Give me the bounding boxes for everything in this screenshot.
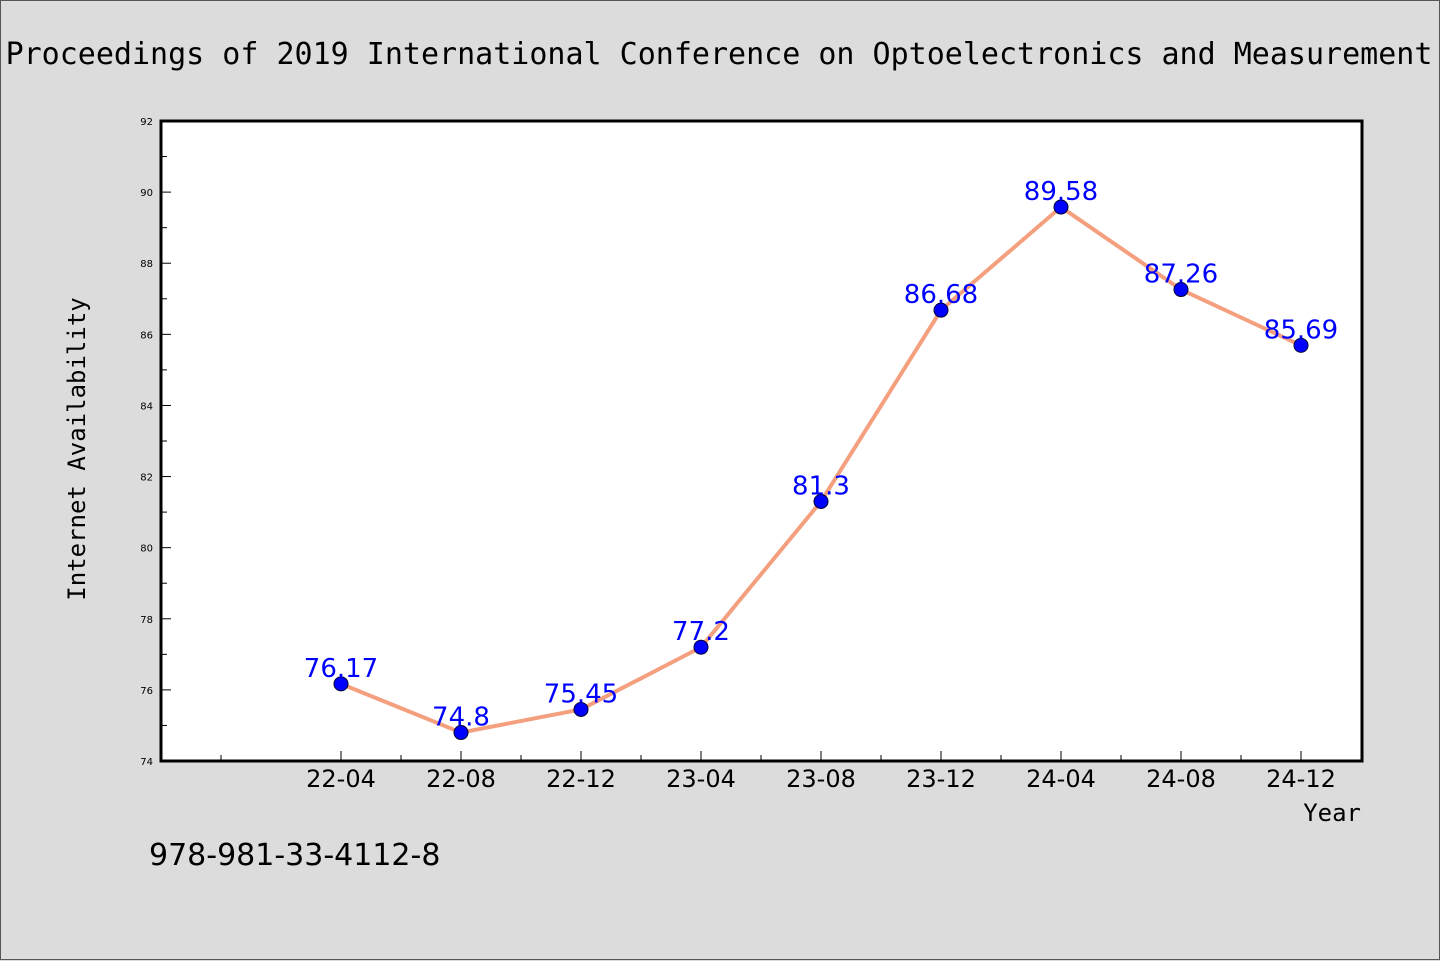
data-point-marker — [573, 701, 589, 717]
x-tick-label: 23-12 — [906, 765, 976, 793]
x-tick-label: 24-08 — [1146, 765, 1216, 793]
y-axis-ticks: 74 76 78 80 82 84 86 88 90 92 — [140, 117, 171, 768]
data-point-marker — [1053, 199, 1069, 215]
x-tick-label: 22-04 — [306, 765, 376, 793]
x-tick-label: 22-12 — [546, 765, 616, 793]
plot-frame — [159, 119, 1364, 763]
data-point-marker — [693, 639, 709, 655]
data-point-marker — [1293, 337, 1309, 353]
data-point-marker — [1173, 282, 1189, 298]
data-label: 77.2 — [672, 617, 730, 647]
y-tick-label: 84 — [140, 401, 153, 412]
data-labels: 76.17 74.8 75.45 77.2 81.3 86.68 89.58 87.26 85.… — [304, 177, 1338, 733]
data-label: 85.69 — [1264, 315, 1338, 345]
data-label: 86.68 — [904, 280, 978, 310]
y-tick-label: 80 — [140, 544, 153, 555]
x-axis-label: Year — [1303, 799, 1361, 827]
data-label: 81.3 — [792, 471, 850, 501]
x-tick-label: 23-04 — [666, 765, 736, 793]
x-axis-ticks: 22-04 22-08 22-12 23-04 23-08 23-12 24-04 24-08… — [306, 751, 1336, 793]
data-label: 76.17 — [304, 654, 378, 684]
x-tick-label: 23-08 — [786, 765, 856, 793]
data-point-marker — [813, 493, 829, 509]
y-tick-label: 74 — [140, 757, 153, 768]
x-tick-label: 24-04 — [1026, 765, 1096, 793]
isbn-text: 978-981-33-4112-8 — [149, 838, 440, 873]
y-tick-label: 86 — [140, 330, 153, 341]
plot-area — [161, 121, 1362, 761]
data-point-marker — [453, 725, 469, 741]
y-tick-label: 82 — [140, 473, 153, 484]
y-tick-label: 78 — [140, 615, 153, 626]
data-point-marker — [933, 302, 949, 318]
data-label: 74.8 — [432, 703, 490, 733]
y-tick-label: 90 — [140, 188, 153, 199]
x-tick-label: 24-12 — [1266, 765, 1336, 793]
data-label: 87.26 — [1144, 260, 1218, 290]
data-label: 89.58 — [1024, 177, 1098, 207]
y-tick-label: 76 — [140, 686, 153, 697]
y-tick-label: 92 — [140, 117, 153, 128]
data-point-marker — [333, 676, 349, 692]
data-label: 75.45 — [544, 679, 618, 709]
y-tick-label: 88 — [140, 259, 153, 270]
x-tick-label: 22-08 — [426, 765, 496, 793]
page-title: Proceedings of 2019 International Confer… — [6, 37, 1433, 72]
data-markers — [333, 199, 1309, 741]
y-axis-label: Internet Availability — [63, 297, 91, 600]
